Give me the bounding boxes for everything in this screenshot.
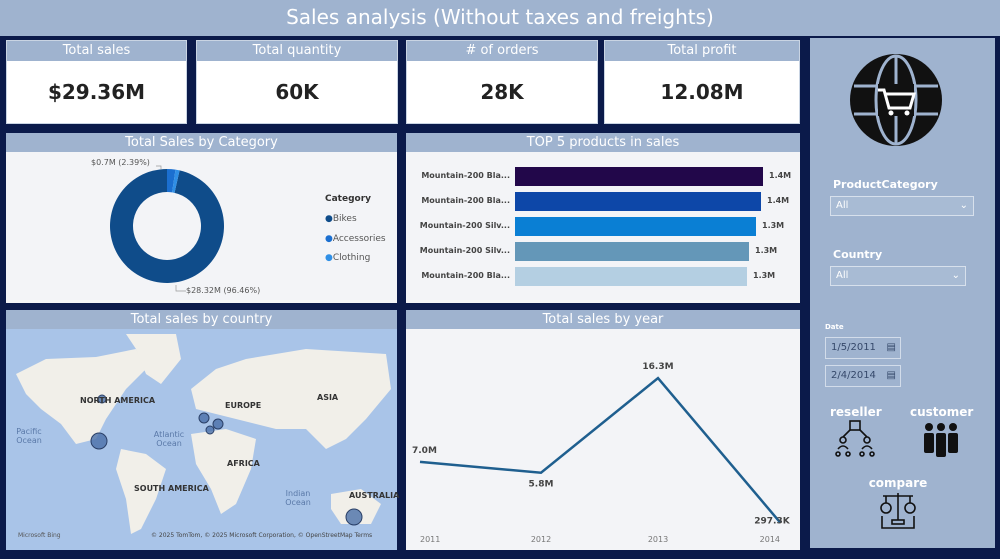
x-tick-label: 2014	[760, 535, 780, 544]
start-date-input[interactable]: 1/5/2011 ▤	[825, 337, 901, 359]
reseller-network-icon	[835, 420, 875, 457]
map-label: EUROPE	[225, 401, 262, 410]
date-value: 1/5/2011	[831, 342, 876, 353]
customer-button[interactable]: customer	[910, 405, 974, 463]
calendar-icon[interactable]: ▤	[886, 342, 896, 353]
donut-slice-clothing[interactable]	[172, 169, 180, 193]
map-attribution[interactable]: © 2025 TomTom, © 2025 Microsoft Corporat…	[151, 532, 373, 539]
panel-title: TOP 5 products in sales	[406, 133, 800, 152]
kpi-total-quantity: Total quantity 60K	[196, 40, 398, 124]
kpi-label: # of orders	[407, 41, 597, 61]
bar-value-label: 1.3M	[755, 246, 778, 255]
kpi-label: Total profit	[605, 41, 799, 61]
compare-button[interactable]: compare	[868, 476, 928, 534]
bing-logo: Microsoft Bing	[18, 532, 61, 539]
dropdown-value: All	[836, 200, 849, 211]
chevron-down-icon: ⌄	[951, 270, 960, 281]
kpi-value: 28K	[480, 80, 524, 104]
bar-value-label: 1.4M	[767, 196, 790, 205]
legend-label: Accessories	[332, 233, 386, 244]
bar[interactable]	[515, 192, 761, 211]
date-value: 2/4/2014	[831, 370, 876, 381]
sales-by-year-panel: Total sales by year 7.0M 2011 5.8M 2012 16.3…	[406, 310, 800, 550]
page-title: Sales analysis (Without taxes and freigh…	[0, 0, 1000, 36]
filter-panel: ProductCategory All ⌄ Country All ⌄ Date 1…	[810, 38, 995, 548]
world-map[interactable]	[6, 329, 397, 550]
country-dropdown[interactable]: All ⌄	[830, 266, 966, 286]
product-category-dropdown[interactable]: All ⌄	[830, 196, 974, 216]
x-tick-label: 2012	[531, 535, 551, 544]
kpi-label: Total quantity	[197, 41, 397, 61]
legend-title: Category	[325, 194, 372, 204]
customer-label: customer	[910, 405, 974, 419]
kpi-value: $29.36M	[47, 80, 146, 104]
legend-label: Clothing	[332, 253, 371, 263]
bikes-data-label: $28.32M (96.46%)	[186, 286, 261, 295]
calendar-icon[interactable]: ▤	[886, 370, 896, 381]
map-panel: Total sales by country NORTH AMERICA EUR…	[6, 310, 400, 550]
legend-label: Bikes	[332, 214, 357, 224]
category-panel: Total Sales by Category $0.7M (2.39%) $2…	[6, 133, 397, 303]
date-label: Date	[825, 323, 844, 331]
globe-cart-icon	[850, 54, 942, 146]
panel-title: Total Sales by Category	[6, 133, 397, 152]
map-label: AFRICA	[227, 459, 260, 468]
reseller-button[interactable]: reseller	[830, 405, 882, 463]
top5-panel: TOP 5 products in sales Mountain-200 Bla…	[406, 133, 800, 303]
donut-chart	[110, 165, 224, 292]
kpi-label: Total sales	[7, 41, 186, 61]
country-label: Country	[833, 248, 883, 261]
bar-value-label: 1.4M	[769, 171, 792, 180]
bar-label: Mountain-200 Silv...	[419, 246, 510, 255]
data-label: 7.0M	[412, 446, 437, 456]
panel-title: Total sales by year	[406, 310, 800, 329]
legend: ●Bikes ●Accessories ●Clothing	[325, 210, 386, 269]
x-tick-label: 2013	[648, 535, 668, 544]
reseller-label: reseller	[830, 405, 882, 419]
product-category-label: ProductCategory	[833, 178, 938, 191]
line-chart: 7.0M 2011 5.8M 2012 16.3M 2013 297.3K 2014	[412, 362, 791, 544]
bar-value-label: 1.3M	[762, 221, 785, 230]
bar-value-label: 1.3M	[753, 271, 776, 280]
customers-group-icon	[924, 423, 958, 457]
legend-item-clothing[interactable]: ●Clothing	[325, 253, 371, 263]
map-label: SOUTH AMERICA	[134, 484, 209, 493]
donut-slice-bikes[interactable]	[110, 169, 224, 283]
bar-label: Mountain-200 Silv...	[419, 221, 510, 230]
bar[interactable]	[515, 242, 749, 261]
panel-title: Total sales by country	[6, 310, 397, 329]
x-tick-label: 2011	[420, 535, 440, 544]
sales-line[interactable]	[419, 376, 781, 524]
bar[interactable]	[515, 167, 763, 186]
bar-label: Mountain-200 Bla...	[421, 196, 510, 205]
map-label: ASIA	[317, 393, 339, 402]
bar-label: Mountain-200 Bla...	[421, 171, 510, 180]
legend-item-bikes[interactable]: ●Bikes	[325, 214, 357, 224]
kpi-value: 60K	[275, 80, 319, 104]
map-label: AUSTRALIA	[349, 491, 400, 500]
balance-scale-icon	[880, 493, 916, 529]
kpi-total-profit: Total profit 12.08M	[604, 40, 800, 124]
data-label: 5.8M	[529, 480, 554, 490]
compare-label: compare	[868, 476, 928, 490]
kpi-value: 12.08M	[660, 80, 744, 104]
bar[interactable]	[515, 267, 747, 286]
bar-label: Mountain-200 Bla...	[421, 271, 510, 280]
dropdown-value: All	[836, 270, 849, 281]
donut-slice-accessories[interactable]	[167, 169, 176, 193]
ocean-label: Indian Ocean	[285, 489, 311, 507]
data-label: 297.3K	[754, 516, 790, 526]
kpi-total-sales: Total sales $29.36M	[6, 40, 187, 124]
legend-item-accessories[interactable]: ●Accessories	[325, 233, 386, 244]
ocean-label: Pacific Ocean	[16, 427, 42, 445]
chevron-down-icon: ⌄	[959, 200, 968, 211]
kpi-orders: # of orders 28K	[406, 40, 598, 124]
bar[interactable]	[515, 217, 756, 236]
ocean-label: Atlantic Ocean	[153, 430, 185, 448]
map-label: NORTH AMERICA	[80, 396, 156, 405]
accessories-data-label: $0.7M (2.39%)	[91, 158, 150, 167]
end-date-input[interactable]: 2/4/2014 ▤	[825, 365, 901, 387]
data-label: 16.3M	[642, 362, 673, 372]
